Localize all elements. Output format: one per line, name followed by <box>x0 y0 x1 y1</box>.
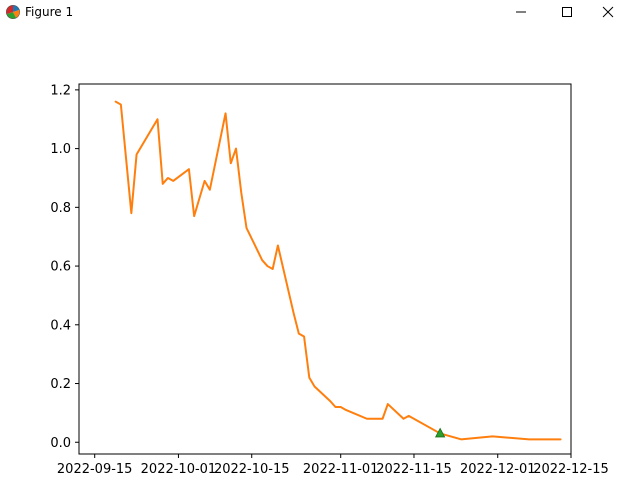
line-chart: 0.0 0.2 0.4 0.6 0.8 1.0 1.2 2022-09-15 2022-10-0… <box>0 24 626 499</box>
maximize-button[interactable] <box>544 0 590 24</box>
maximize-icon <box>561 6 573 18</box>
x-tick-label: 2022-10-15 <box>214 462 290 477</box>
close-button[interactable] <box>590 0 626 24</box>
y-tick-label: 0.0 <box>50 436 71 451</box>
x-tick-label: 2022-11-15 <box>376 462 452 477</box>
minimize-button[interactable] <box>498 0 544 24</box>
window-title: Figure 1 <box>25 5 73 19</box>
window-titlebar: Figure 1 <box>0 0 626 24</box>
x-tick-label: 2022-12-15 <box>533 462 609 477</box>
figure-canvas: 0.0 0.2 0.4 0.6 0.8 1.0 1.2 2022-09-15 2022-10-0… <box>0 24 626 499</box>
y-tick-label: 0.4 <box>50 318 71 333</box>
x-tick-label: 2022-11-01 <box>303 462 379 477</box>
x-tick-label: 2022-10-01 <box>141 462 217 477</box>
y-tick-label: 1.0 <box>50 142 71 157</box>
y-tick-label: 0.2 <box>50 377 71 392</box>
y-tick-label: 0.8 <box>50 201 71 216</box>
plot-area <box>79 84 571 454</box>
close-icon <box>602 6 614 18</box>
minimize-icon <box>515 6 527 18</box>
x-tick-label: 2022-12-01 <box>460 462 536 477</box>
matplotlib-figure-icon <box>5 4 21 20</box>
x-tick-label: 2022-09-15 <box>57 462 133 477</box>
y-tick-label: 0.6 <box>50 260 71 275</box>
y-tick-label: 1.2 <box>50 83 71 98</box>
